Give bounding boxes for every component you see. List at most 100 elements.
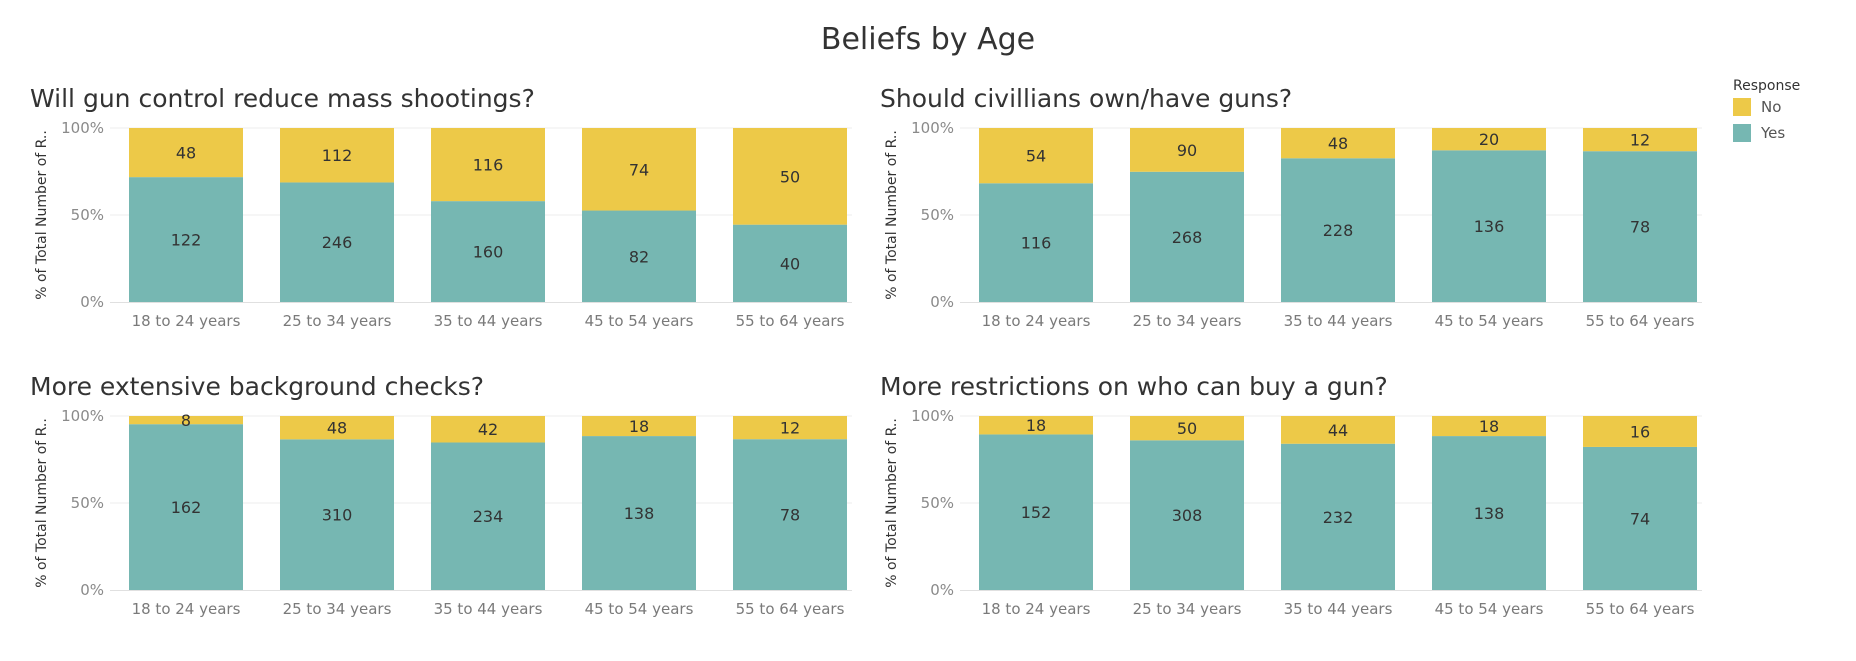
chart-title: More extensive background checks? — [30, 372, 485, 401]
x-tick-label: 55 to 64 years — [736, 600, 845, 618]
bar-yes[interactable] — [1281, 443, 1395, 590]
bar-yes[interactable] — [1281, 158, 1395, 302]
data-label: 16 — [1630, 422, 1650, 441]
bar-yes[interactable] — [1130, 440, 1244, 590]
bar-no[interactable] — [1432, 128, 1546, 151]
bar-yes[interactable] — [733, 224, 847, 302]
data-label: 18 — [1026, 416, 1046, 435]
bar-no[interactable] — [582, 416, 696, 437]
bar-yes[interactable] — [1432, 150, 1546, 302]
data-label: 152 — [1021, 503, 1052, 522]
chart-svg: % of Total Number of R.. 0% 50% 100% 122 48 18… — [34, 119, 852, 330]
x-tick-label: 45 to 54 years — [585, 600, 694, 618]
data-label: 138 — [624, 504, 655, 523]
bar-no[interactable] — [1281, 416, 1395, 444]
x-tick-label: 18 to 24 years — [132, 600, 241, 618]
chart-title: Should civillians own/have guns? — [880, 84, 1293, 113]
data-label: 138 — [1474, 504, 1505, 523]
bar-no[interactable] — [280, 128, 394, 183]
chart-svg: % of Total Number of R.. 0% 50% 100% 152 18 18… — [884, 407, 1702, 618]
x-tick-label: 55 to 64 years — [736, 312, 845, 330]
legend-title: Response — [1733, 78, 1801, 94]
bar-no[interactable] — [733, 416, 847, 440]
bar-yes[interactable] — [129, 424, 243, 590]
bar-yes[interactable] — [582, 436, 696, 590]
bar-no[interactable] — [431, 416, 545, 443]
bar-yes[interactable] — [280, 439, 394, 590]
bar-no[interactable] — [280, 416, 394, 440]
x-tick-label: 18 to 24 years — [982, 312, 1091, 330]
data-label: 78 — [780, 506, 800, 525]
bar-no[interactable] — [979, 416, 1093, 435]
data-label: 90 — [1177, 141, 1197, 160]
y-axis-label: % of Total Number of R.. — [884, 418, 900, 588]
bar-no[interactable] — [1583, 128, 1697, 152]
x-tick-label: 35 to 44 years — [1284, 600, 1393, 618]
y-tick-label: 50% — [71, 494, 104, 512]
y-axis-label: % of Total Number of R.. — [34, 130, 50, 300]
bar-no[interactable] — [979, 128, 1093, 184]
x-tick-label: 55 to 64 years — [1586, 312, 1695, 330]
bar-yes[interactable] — [280, 182, 394, 302]
y-tick-label: 0% — [930, 581, 954, 599]
data-label: 112 — [322, 146, 353, 165]
y-tick-label: 100% — [911, 407, 954, 425]
chart-title: More restrictions on who can buy a gun? — [880, 372, 1388, 401]
bar-yes[interactable] — [431, 442, 545, 590]
data-label: 136 — [1474, 217, 1505, 236]
data-label: 12 — [780, 419, 800, 438]
bar-no[interactable] — [129, 128, 243, 178]
data-label: 54 — [1026, 147, 1046, 166]
bar-yes[interactable] — [979, 183, 1093, 302]
data-label: 74 — [1630, 509, 1650, 528]
legend: Response No Yes — [1733, 78, 1800, 146]
data-label: 116 — [1021, 234, 1052, 253]
bar-yes[interactable] — [129, 177, 243, 302]
x-tick-label: 45 to 54 years — [1435, 312, 1544, 330]
x-tick-label: 45 to 54 years — [585, 312, 694, 330]
bar-no[interactable] — [1583, 416, 1697, 447]
dashboard-title: Beliefs by Age — [820, 22, 1036, 57]
bar-yes[interactable] — [582, 210, 696, 302]
bar-no[interactable] — [1281, 128, 1395, 159]
y-axis-label: % of Total Number of R.. — [884, 130, 900, 300]
bar-yes[interactable] — [1130, 171, 1244, 302]
chart-title: Will gun control reduce mass shootings? — [30, 84, 535, 113]
data-label: 48 — [1328, 134, 1348, 153]
bar-yes[interactable] — [979, 434, 1093, 590]
data-label: 74 — [629, 160, 649, 179]
x-tick-label: 45 to 54 years — [1435, 600, 1544, 618]
legend-item-yes[interactable]: Yes — [1733, 120, 1800, 146]
data-label: 48 — [176, 144, 196, 163]
data-label: 42 — [478, 420, 498, 439]
data-label: 162 — [171, 498, 202, 517]
bar-no[interactable] — [1130, 128, 1244, 172]
bar-no[interactable] — [431, 128, 545, 202]
bar-no[interactable] — [1130, 416, 1244, 441]
bar-yes[interactable] — [733, 439, 847, 590]
bar-yes[interactable] — [1583, 151, 1697, 302]
data-label: 48 — [327, 419, 347, 438]
bar-no[interactable] — [733, 128, 847, 225]
x-tick-label: 25 to 34 years — [1133, 312, 1242, 330]
bar-no[interactable] — [129, 416, 243, 425]
y-tick-label: 100% — [61, 407, 104, 425]
bar-no[interactable] — [582, 128, 696, 211]
bar-yes[interactable] — [1583, 446, 1697, 590]
chart-svg: % of Total Number of R.. 0% 50% 100% 116 54 18… — [884, 119, 1702, 330]
y-tick-label: 50% — [921, 206, 954, 224]
x-tick-label: 25 to 34 years — [283, 600, 392, 618]
data-label: 228 — [1323, 221, 1354, 240]
bar-yes[interactable] — [431, 201, 545, 302]
data-label: 232 — [1323, 508, 1354, 527]
data-label: 310 — [322, 506, 353, 525]
legend-item-no[interactable]: No — [1733, 94, 1800, 120]
y-tick-label: 50% — [71, 206, 104, 224]
bar-no[interactable] — [1432, 416, 1546, 437]
data-label: 116 — [473, 156, 504, 175]
bar-yes[interactable] — [1432, 436, 1546, 590]
data-label: 308 — [1172, 506, 1203, 525]
y-tick-label: 0% — [80, 293, 104, 311]
data-label: 18 — [1479, 417, 1499, 436]
data-label: 50 — [780, 167, 800, 186]
